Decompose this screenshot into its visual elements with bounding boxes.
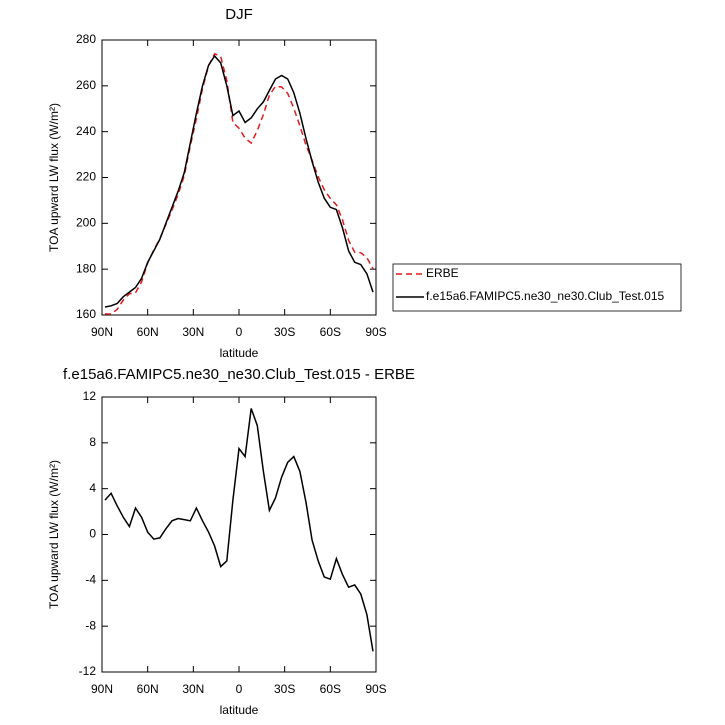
x-tick-label: 90S	[365, 325, 386, 339]
x-tick-label: 30S	[274, 682, 295, 696]
y-tick-label: 180	[76, 261, 96, 275]
plot-frame	[101, 39, 377, 316]
y-tick-label: 4	[89, 481, 96, 495]
y-tick-label: 8	[89, 435, 96, 449]
legend-label: ERBE	[426, 266, 459, 280]
y-tick-label: 220	[76, 170, 96, 184]
y-tick-label: -8	[85, 618, 96, 632]
x-tick-label: 90N	[91, 682, 113, 696]
y-tick-label: 240	[76, 124, 96, 138]
x-axis-label: latitude	[220, 346, 259, 360]
plot-frame	[101, 396, 377, 673]
x-tick-label: 60N	[137, 682, 159, 696]
y-axis-label: TOA upward LW flux (W/m²)	[47, 460, 61, 609]
x-axis-label: latitude	[220, 703, 259, 717]
y-tick-label: 12	[83, 389, 97, 403]
x-tick-label: 0	[236, 325, 243, 339]
y-tick-label: -12	[79, 664, 97, 678]
legend-label: f.e15a6.FAMIPC5.ne30_ne30.Club_Test.015	[426, 289, 664, 303]
x-tick-label: 60S	[320, 682, 341, 696]
x-tick-label: 90S	[365, 682, 386, 696]
x-tick-label: 60N	[137, 325, 159, 339]
legend-box	[392, 263, 682, 312]
x-tick-label: 60S	[320, 325, 341, 339]
x-tick-label: 90N	[91, 325, 113, 339]
x-tick-label: 30N	[182, 682, 204, 696]
y-axis-label: TOA upward LW flux (W/m²)	[47, 103, 61, 252]
data-line	[104, 52, 374, 315]
y-tick-label: -4	[85, 573, 96, 587]
y-tick-label: 160	[76, 307, 96, 321]
chart-title: DJF	[225, 6, 253, 23]
y-tick-label: 200	[76, 216, 96, 230]
data-line	[104, 54, 374, 308]
x-tick-label: 0	[236, 682, 243, 696]
x-tick-label: 30S	[274, 325, 295, 339]
y-tick-label: 260	[76, 78, 96, 92]
data-line	[104, 408, 374, 652]
chart-title: f.e15a6.FAMIPC5.ne30_ne30.Club_Test.015 …	[63, 366, 415, 383]
x-tick-label: 30N	[182, 325, 204, 339]
y-tick-label: 0	[89, 527, 96, 541]
y-tick-label: 280	[76, 32, 96, 46]
